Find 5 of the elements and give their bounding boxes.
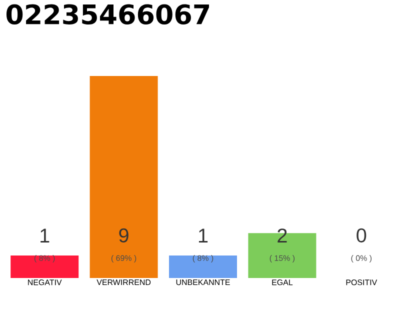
data-label: 9 <box>119 228 128 242</box>
data-label: 1 <box>40 228 50 242</box>
chart-title: 02235466067 <box>6 4 209 25</box>
data-label: 0 <box>356 228 366 242</box>
data-label: 1 <box>198 228 208 242</box>
